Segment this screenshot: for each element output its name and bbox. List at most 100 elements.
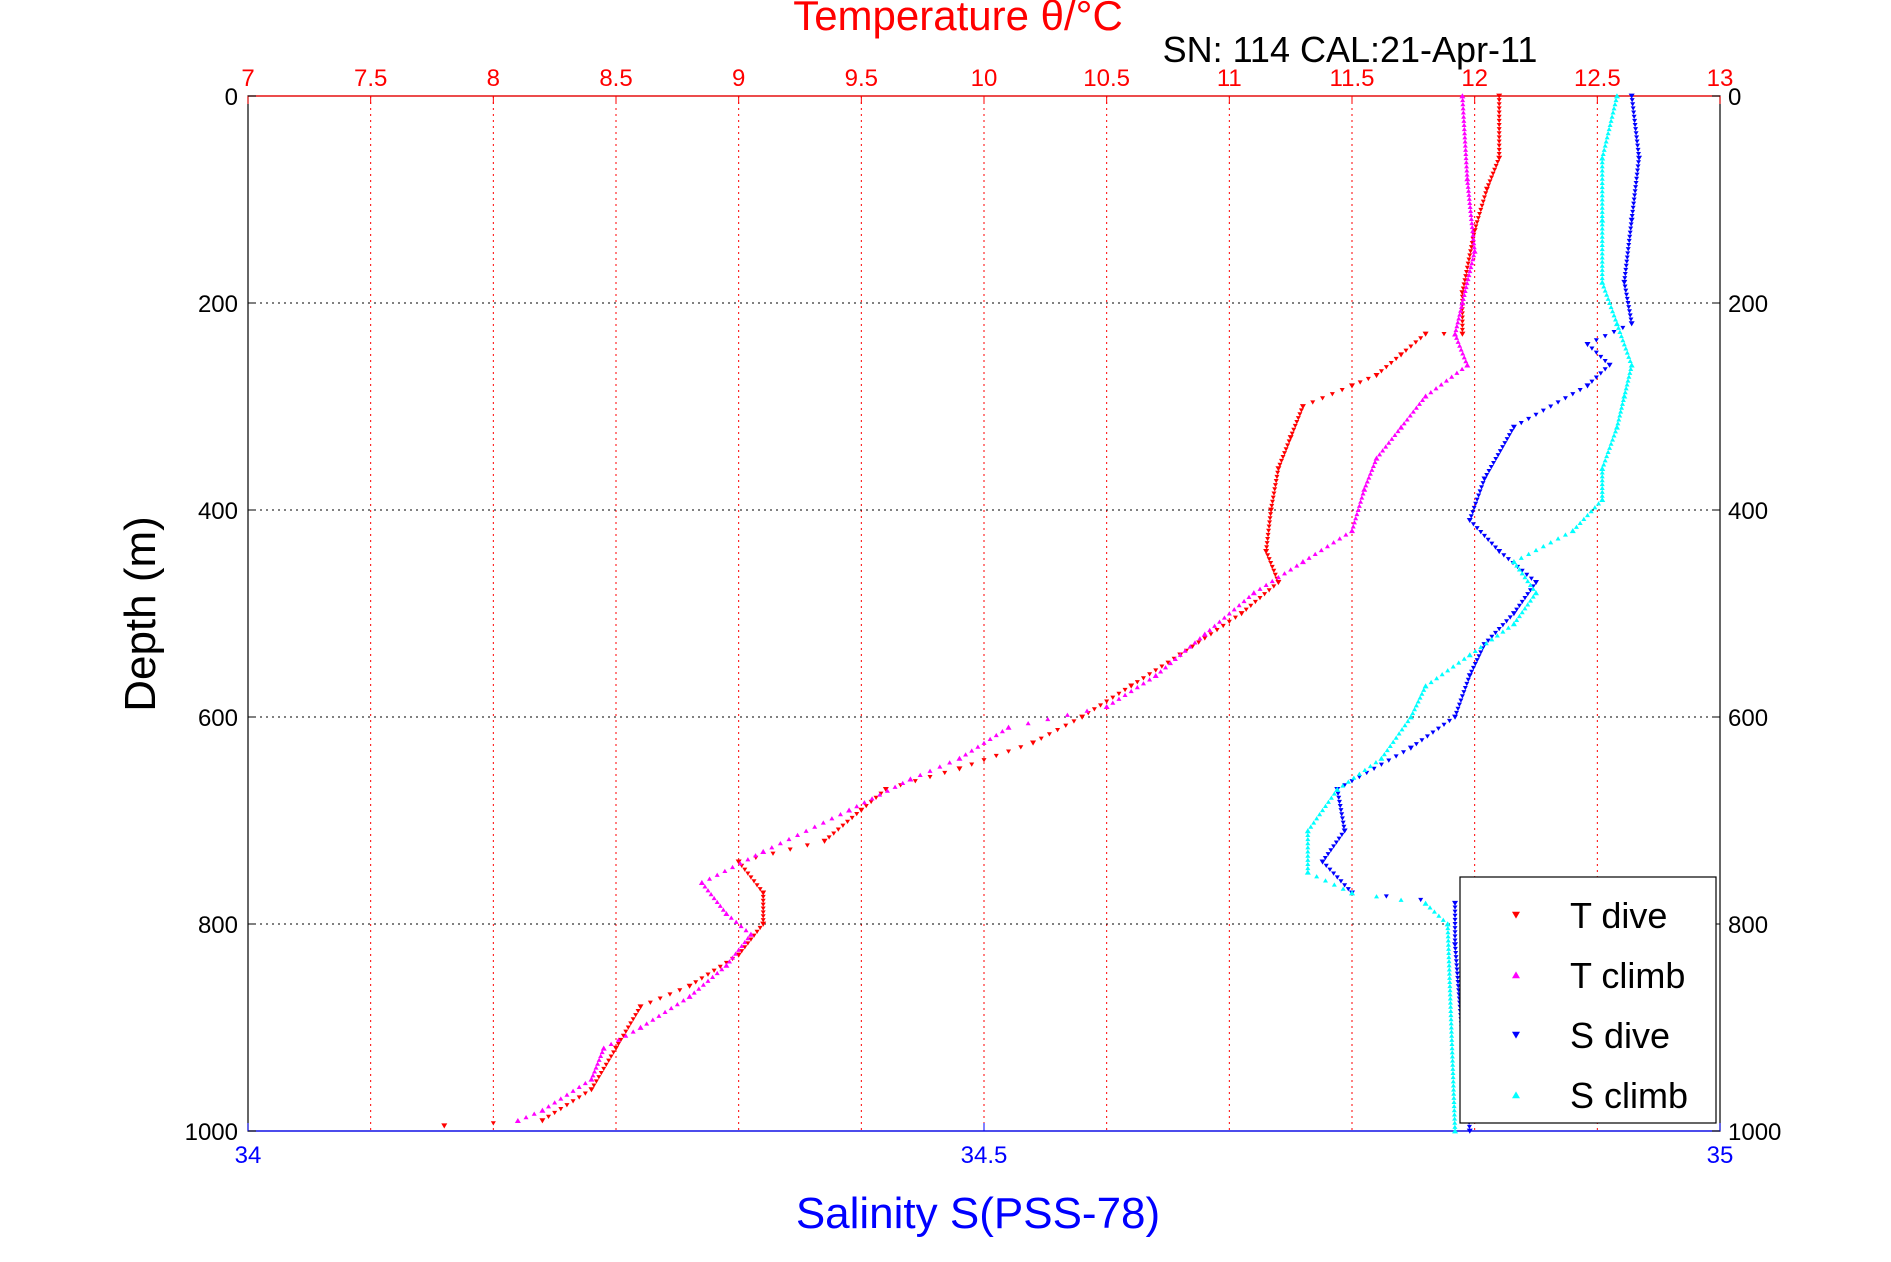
data-point: [1628, 222, 1634, 227]
legend-label: T dive: [1570, 895, 1667, 936]
data-point: [576, 1095, 582, 1100]
data-points: [441, 93, 1643, 1134]
data-point: [1413, 703, 1419, 708]
data-point: [1636, 151, 1642, 157]
data-point: [608, 1054, 614, 1059]
data-point: [1474, 497, 1480, 502]
data-point: [1461, 118, 1467, 123]
data-point: [1241, 598, 1247, 604]
data-point: [760, 902, 766, 907]
data-point: [1461, 282, 1467, 287]
data-point: [947, 760, 953, 765]
data-point: [1305, 832, 1311, 837]
data-point: [1447, 718, 1453, 724]
data-point: [1459, 300, 1466, 306]
data-point: [714, 899, 720, 905]
data-point: [1431, 909, 1437, 914]
data-point: [751, 933, 757, 938]
data-point: [760, 914, 766, 919]
data-point: [1487, 179, 1493, 184]
data-point: [723, 910, 730, 917]
data-point: [1452, 938, 1458, 943]
data-point: [1367, 471, 1373, 476]
data-point: [1338, 879, 1344, 884]
data-point: [1599, 242, 1605, 248]
data-point: [1604, 453, 1610, 459]
data-point: [1452, 909, 1458, 914]
data-point: [1420, 397, 1426, 403]
data-point: [1602, 458, 1608, 463]
data-point: [1470, 510, 1476, 515]
data-point: [1457, 312, 1463, 317]
data-point: [1483, 186, 1490, 192]
data-point: [892, 784, 898, 789]
data-point: [1469, 260, 1475, 266]
data-point: [1299, 404, 1306, 410]
data-point: [1611, 329, 1617, 335]
data-point: [1481, 195, 1487, 200]
data-point: [1322, 856, 1328, 861]
data-point: [1462, 139, 1468, 144]
right-axis-tick-label: 0: [1728, 84, 1741, 111]
data-point: [745, 871, 751, 876]
data-point: [1294, 420, 1300, 425]
data-point: [1510, 621, 1517, 627]
data-point: [1612, 317, 1618, 322]
data-point: [1496, 127, 1502, 132]
data-point: [1407, 745, 1414, 751]
data-point: [1417, 695, 1423, 700]
left-axis-tick-label: 200: [198, 291, 238, 318]
right-axis-tick-label: 400: [1728, 498, 1768, 525]
data-point: [1627, 234, 1633, 240]
data-point: [1263, 582, 1269, 588]
data-point: [1461, 355, 1467, 360]
data-point: [1466, 192, 1472, 197]
data-point: [1447, 996, 1453, 1001]
data-point: [441, 1123, 448, 1129]
data-point: [1464, 164, 1470, 169]
data-point: [1477, 211, 1483, 217]
data-point: [1459, 366, 1465, 371]
data-point: [1519, 609, 1525, 615]
data-point: [598, 1053, 604, 1058]
data-point: [698, 879, 705, 885]
data-point: [1599, 205, 1605, 210]
data-point: [1468, 216, 1474, 222]
data-point: [1343, 532, 1349, 537]
data-point: [1599, 271, 1605, 277]
data-point: [1445, 942, 1451, 947]
data-point: [1349, 528, 1355, 534]
data-point: [1025, 720, 1031, 726]
data-point: [1018, 745, 1024, 750]
annotation-text: SN: 114 CAL:21-Apr-11: [1163, 29, 1538, 70]
data-point: [1452, 1120, 1458, 1125]
data-point: [1410, 409, 1416, 414]
data-point: [1599, 493, 1605, 498]
data-point: [1383, 444, 1389, 449]
data-point: [635, 1008, 641, 1014]
data-point: [1449, 1029, 1455, 1034]
data-point: [1464, 681, 1470, 687]
data-point: [1338, 808, 1344, 813]
data-point: [1502, 441, 1508, 446]
data-point: [1607, 445, 1613, 450]
data-point: [1472, 648, 1478, 654]
data-point: [1450, 1070, 1456, 1076]
data-point: [1275, 575, 1281, 580]
data-point: [1304, 869, 1311, 875]
data-point: [1190, 644, 1196, 649]
data-point: [1187, 644, 1193, 649]
data-point: [912, 779, 918, 784]
data-point: [1598, 371, 1604, 376]
data-point: [1599, 180, 1605, 185]
data-point: [1474, 526, 1480, 531]
data-point: [1447, 1000, 1453, 1005]
data-point: [1540, 543, 1546, 549]
data-point: [1465, 180, 1471, 185]
data-point: [1467, 204, 1473, 209]
data-point: [1452, 917, 1458, 923]
data-point: [1451, 1099, 1457, 1105]
data-point: [1525, 602, 1531, 607]
data-point: [1625, 301, 1631, 306]
data-point: [699, 976, 705, 981]
